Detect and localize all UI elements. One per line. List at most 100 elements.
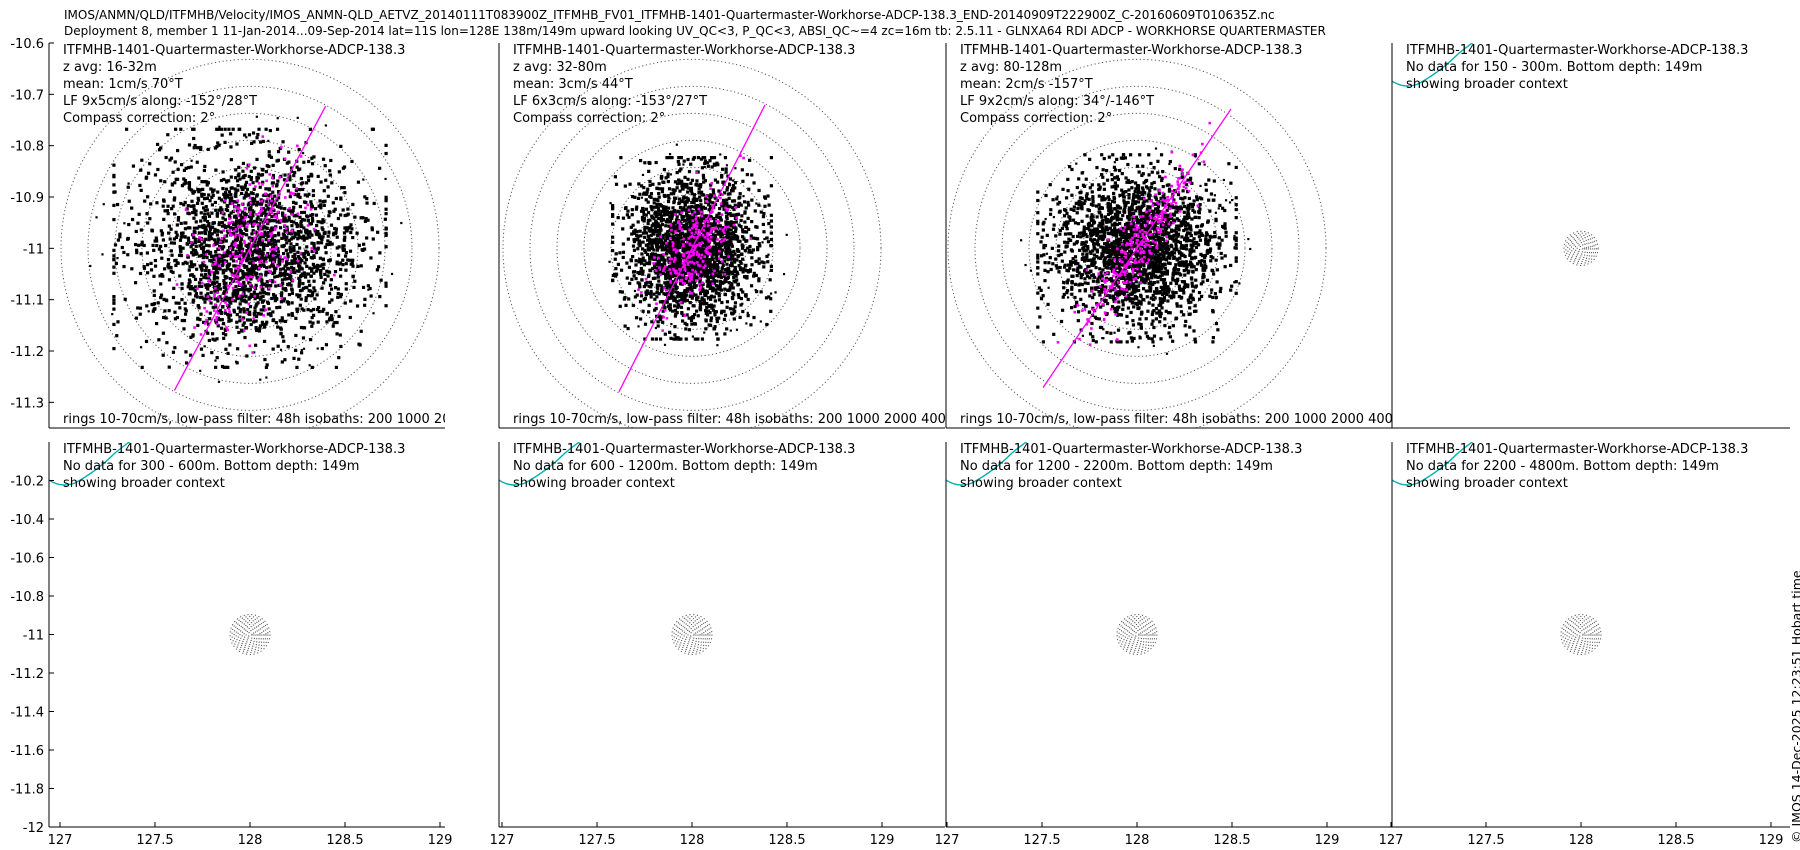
panel-info-line: LF 9x5cm/s along: -152°/28°T — [63, 94, 257, 109]
context-ring — [1566, 620, 1596, 649]
context-ring — [241, 626, 259, 643]
panel-info-line: z avg: 80-128m — [960, 60, 1062, 75]
context-ring — [239, 624, 261, 645]
panel-info-line: mean: 3cm/s 44°T — [513, 77, 633, 92]
x-tick-label: 129 — [1759, 833, 1784, 848]
context-ring — [1562, 616, 1600, 653]
x-tick-label: 128 — [1569, 833, 1594, 848]
context-ring — [1124, 622, 1150, 647]
speed-ring-40 — [583, 139, 801, 357]
y-tick-label: -10.6 — [10, 37, 44, 52]
x-tick-label: 129 — [870, 833, 895, 848]
context-ring — [243, 628, 257, 641]
panel-info-line: showing broader context — [513, 476, 675, 491]
x-tick-label: 129 — [428, 833, 453, 848]
x-tick-label: 127 — [1379, 833, 1404, 848]
speed-ring-60 — [529, 85, 855, 411]
lowpass-scatter — [637, 154, 753, 332]
context-ring — [673, 616, 711, 653]
context-ring — [1574, 628, 1588, 641]
panel-info-line: showing broader context — [960, 476, 1122, 491]
rings-note: rings 10-70cm/s, low-pass filter: 48h is… — [960, 412, 1401, 427]
panel-title: ITFMHB-1401-Quartermaster-Workhorse-ADCP… — [513, 43, 855, 58]
coastline — [49, 442, 131, 486]
panel-info-line: z avg: 16-32m — [63, 60, 157, 75]
context-ring — [1563, 230, 1599, 266]
speed-ring-40 — [141, 139, 359, 357]
panel-info-line: mean: 2cm/s -157°T — [960, 77, 1093, 92]
panel-80-128m: ITFMHB-1401-Quartermaster-Workhorse-ADCP… — [945, 43, 1401, 429]
panel-title: ITFMHB-1401-Quartermaster-Workhorse-ADCP… — [960, 442, 1302, 457]
context-ring — [1576, 244, 1586, 253]
panel-info-line: showing broader context — [1406, 476, 1568, 491]
context-ring — [245, 630, 255, 639]
panel-600-1200m: 127 127.5 128 128.5 129 ITFMHB-1401-Quarterma… — [490, 442, 945, 848]
context-ring — [675, 618, 709, 651]
context-ring — [233, 618, 267, 651]
lowpass-scatter — [1056, 121, 1212, 346]
context-ring — [681, 624, 703, 645]
y-tick-label: -11.6 — [10, 744, 44, 759]
speed-ring-70 — [60, 58, 440, 428]
x-tick-label: 127.5 — [136, 833, 173, 848]
context-ring — [683, 626, 701, 643]
x-tick-label: 128.5 — [1213, 833, 1250, 848]
context-ring — [1572, 240, 1590, 257]
context-ring — [1572, 626, 1590, 643]
y-tick-label: -11.3 — [10, 396, 44, 411]
speed-ring-30 — [610, 166, 774, 330]
context-ring — [1560, 614, 1602, 655]
speed-ring-20 — [637, 193, 747, 303]
x-tick-label: 128 — [238, 833, 263, 848]
panel-title: ITFMHB-1401-Quartermaster-Workhorse-ADCP… — [63, 442, 405, 457]
x-tick-label: 127 — [490, 833, 515, 848]
panel-32-80m: ITFMHB-1401-Quartermaster-Workhorse-ADCP… — [498, 43, 954, 429]
context-ring — [247, 632, 253, 637]
context-ring — [1567, 234, 1595, 263]
x-tick-label: 128 — [1125, 833, 1150, 848]
context-ring — [1568, 622, 1594, 647]
rings-note: rings 10-70cm/s, low-pass filter: 48h is… — [513, 412, 954, 427]
panel-1200-2200m: 127 127.5 128 128.5 129 ITFMHB-1401-Quarterma… — [935, 442, 1392, 848]
y-tick-label: -10.8 — [10, 140, 44, 155]
deployment-info: Deployment 8, member 1 11-Jan-2014...09-… — [64, 24, 1326, 38]
panel-title: ITFMHB-1401-Quartermaster-Workhorse-ADCP… — [960, 43, 1302, 58]
speed-ring-50 — [556, 112, 828, 384]
y-tick-label: -11.1 — [10, 294, 44, 309]
context-ring — [1565, 232, 1597, 265]
y-tick-label: -11 — [23, 242, 44, 257]
x-tick-label: 127.5 — [1023, 833, 1060, 848]
context-ring — [671, 614, 713, 655]
x-tick-label: 129 — [1315, 833, 1340, 848]
velocity-scatter — [89, 115, 403, 383]
timestamp-footer: © IMOS 14-Dec-2025 12:23:51 Hobart time — [1789, 570, 1800, 843]
coastline — [499, 442, 581, 486]
context-ring — [689, 632, 695, 637]
panel-title: ITFMHB-1401-Quartermaster-Workhorse-ADCP… — [63, 43, 405, 58]
context-ring — [1569, 236, 1593, 261]
panel-info-line: LF 6x3cm/s along: -153°/27°T — [513, 94, 707, 109]
coastline — [1392, 43, 1474, 87]
x-tick-label: 128 — [680, 833, 705, 848]
panel-info-line: No data for 300 - 600m. Bottom depth: 14… — [63, 459, 359, 474]
speed-ring-50 — [114, 112, 386, 384]
speed-ring-50 — [1001, 112, 1273, 384]
lowpass-scatter — [175, 135, 336, 354]
context-ring — [1118, 616, 1156, 653]
y-tick-label: -11.4 — [10, 706, 44, 721]
x-tick-label: 127.5 — [578, 833, 615, 848]
file-path-title: IMOS/ANMN/QLD/ITFMHB/Velocity/IMOS_ANMN-… — [64, 8, 1275, 22]
context-ring — [237, 622, 263, 647]
speed-ring-40 — [1028, 139, 1246, 357]
context-ring — [1116, 614, 1158, 655]
panel-title: ITFMHB-1401-Quartermaster-Workhorse-ADCP… — [1406, 442, 1748, 457]
x-tick-label: 128.5 — [768, 833, 805, 848]
context-ring — [1564, 618, 1598, 651]
panel-16-32m: -10.6 -10.7 -10.8 -10.9 -11 -11.1 -11.2 -11.3 IT… — [10, 37, 445, 429]
panel-150-300m: ITFMHB-1401-Quartermaster-Workhorse-ADCP… — [1391, 43, 1790, 429]
context-ring — [1571, 238, 1591, 259]
context-ring — [1570, 624, 1592, 645]
y-tick-label: -11 — [23, 629, 44, 644]
y-tick-label: -11.2 — [10, 667, 44, 682]
